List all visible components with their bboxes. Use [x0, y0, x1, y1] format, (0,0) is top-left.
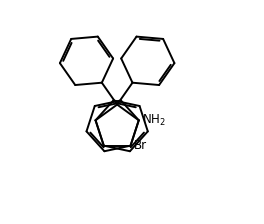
Text: Br: Br: [134, 139, 147, 152]
Text: NH$_2$: NH$_2$: [142, 113, 166, 128]
